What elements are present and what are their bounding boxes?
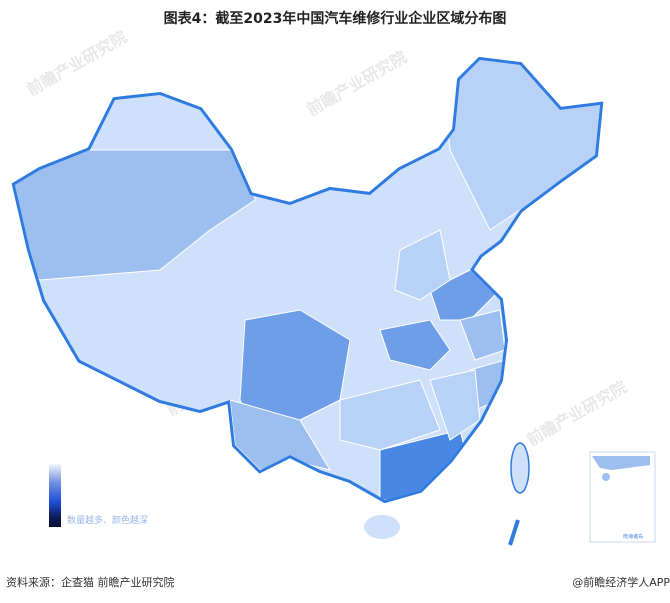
nine-dash-line	[508, 519, 520, 546]
inset-label: 南海诸岛	[623, 533, 643, 540]
source-note: 资料来源：企查猫 前瞻产业研究院	[6, 576, 175, 589]
china-map: 南海诸岛	[0, 30, 656, 546]
region-hunan-guangxi	[339, 379, 441, 451]
south-china-sea-inset: 南海诸岛	[589, 451, 656, 543]
figure-title: 图表4：截至2023年中国汽车维修行业企业区域分布图	[163, 11, 507, 27]
region-taiwan	[510, 442, 530, 494]
region-hebei	[394, 229, 451, 301]
legend-label: 数量越多、颜色越深	[67, 516, 149, 526]
region-hainan	[364, 515, 400, 539]
region-shandong	[429, 269, 501, 321]
legend-color-bar	[49, 464, 61, 527]
credit: @前瞻经济学人APP	[572, 576, 670, 589]
region-henan	[379, 319, 451, 371]
region-jiangxi-fujian	[429, 369, 481, 441]
